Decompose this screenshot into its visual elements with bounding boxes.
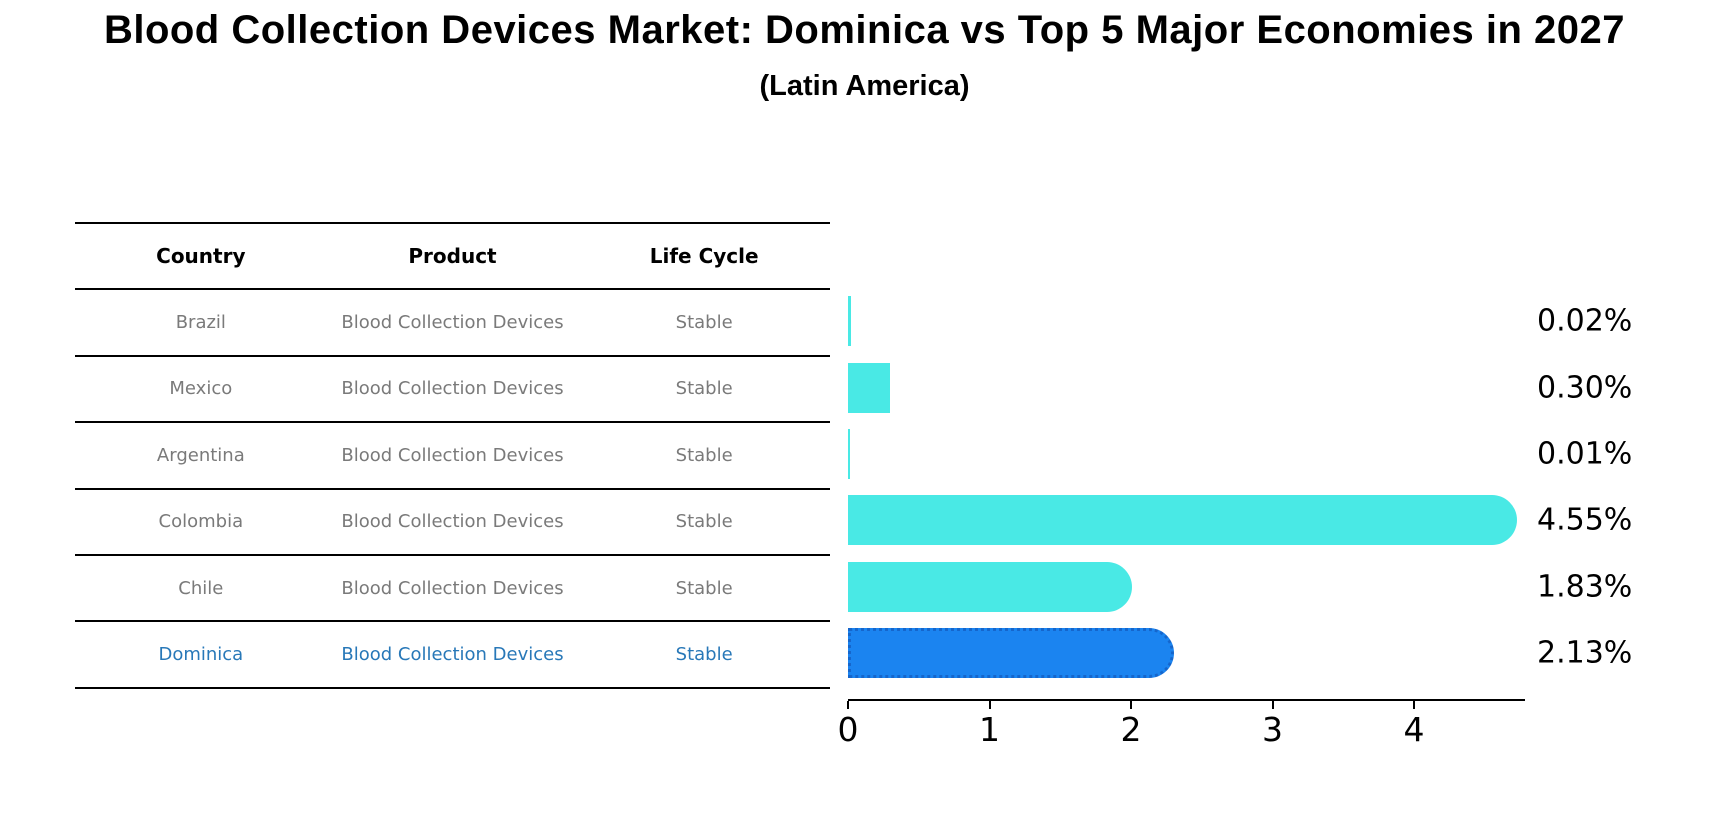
x-axis-tick-label-0: 0 [837, 710, 859, 749]
cell-product: Blood Collection Devices [341, 312, 564, 334]
chart-title: Blood Collection Devices Market: Dominic… [103, 8, 1626, 52]
cell-life-cycle: Stable [675, 312, 733, 334]
bar-colombia [848, 495, 1517, 546]
table-row-argentina: Argentina Blood Collection Devices Stable [75, 423, 830, 490]
table-header-row: Country Product Life Cycle [75, 224, 830, 291]
value-label-colombia: 4.55% [1537, 502, 1633, 538]
x-axis-tick-4 [1413, 701, 1415, 709]
bar-mexico [848, 362, 891, 413]
cell-product: Blood Collection Devices [341, 378, 564, 400]
bar-argentina [848, 429, 850, 479]
cell-life-cycle: Stable [675, 577, 733, 599]
table-row-chile: Chile Blood Collection Devices Stable [75, 556, 830, 623]
value-label-dominica: 2.13% [1537, 635, 1633, 671]
bar-chile [848, 561, 1132, 612]
x-axis-line [848, 699, 1525, 701]
value-label-mexico: 0.30% [1537, 370, 1633, 406]
column-header-country: Country [156, 244, 246, 269]
x-axis-tick-label-3: 3 [1262, 710, 1283, 749]
cell-life-cycle: Stable [675, 644, 733, 666]
cell-life-cycle: Stable [675, 378, 733, 400]
bar-brazil [848, 296, 851, 347]
value-label-argentina: 0.01% [1537, 436, 1633, 472]
chart-subtitle: (Latin America) [759, 70, 970, 102]
cell-product: Blood Collection Devices [341, 511, 564, 533]
cell-product: Blood Collection Devices [341, 577, 564, 599]
x-axis-tick-3 [1271, 701, 1274, 709]
table-row-brazil: Brazil Blood Collection Devices Stable [75, 290, 830, 357]
x-axis-tick-0 [847, 701, 849, 709]
cell-life-cycle: Stable [675, 511, 733, 533]
cell-country: Colombia [158, 511, 244, 533]
table-row-dominica: Dominica Blood Collection Devices Stable [75, 622, 830, 689]
cell-country: Dominica [158, 644, 244, 666]
bar-dominica [848, 628, 1175, 679]
cell-product: Blood Collection Devices [341, 444, 564, 466]
value-label-chile: 1.83% [1537, 569, 1633, 605]
x-axis-tick-label-2: 2 [1120, 710, 1142, 749]
cell-country: Chile [178, 577, 224, 599]
table-row-colombia: Colombia Blood Collection Devices Stable [75, 490, 830, 556]
column-header-product: Product [408, 244, 497, 269]
country-table: Country Product Life Cycle Brazil Blood Coll… [75, 222, 830, 689]
cell-country: Argentina [156, 444, 245, 466]
cell-country: Mexico [169, 378, 233, 400]
x-axis-tick-label-1: 1 [979, 710, 1000, 749]
column-header-life-cycle: Life Cycle [649, 244, 759, 269]
value-label-brazil: 0.02% [1537, 303, 1633, 339]
x-axis-tick-2 [1130, 701, 1132, 709]
x-axis-tick-1 [988, 701, 991, 709]
cell-product: Blood Collection Devices [341, 644, 564, 666]
cell-life-cycle: Stable [675, 444, 733, 466]
table-row-mexico: Mexico Blood Collection Devices Stable [75, 357, 830, 424]
x-axis-tick-label-4: 4 [1403, 710, 1425, 749]
cell-country: Brazil [175, 312, 226, 334]
